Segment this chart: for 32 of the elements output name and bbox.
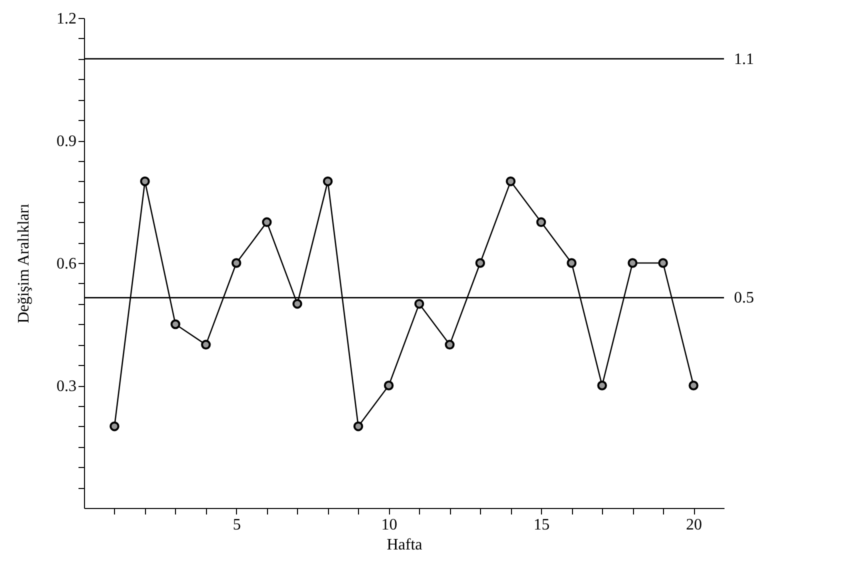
point: [322, 176, 333, 186]
point: [201, 340, 211, 350]
y-tick-label: 0.6: [56, 256, 76, 272]
point: [353, 421, 364, 432]
x-tick-label: 20: [686, 516, 702, 534]
point: [232, 258, 242, 268]
point: [566, 258, 576, 268]
point: [658, 258, 668, 268]
point: [628, 258, 638, 268]
y-tick-label: 0.3: [56, 378, 76, 395]
point: [262, 217, 272, 228]
point: [688, 380, 698, 390]
point: [140, 176, 150, 186]
point: [536, 217, 546, 228]
x-axis-title: Hafta: [386, 536, 422, 554]
x-tick-label: 5: [232, 516, 241, 534]
point: [444, 340, 455, 350]
point: [475, 258, 486, 268]
x-tick-label: 10: [381, 516, 398, 534]
point: [597, 380, 607, 390]
point: [414, 298, 424, 309]
y-tick-label: 1.2: [56, 10, 76, 28]
point: [292, 298, 302, 309]
point: [506, 176, 516, 186]
point: [170, 319, 180, 330]
y-axis-title: Değişim Aralıkları: [16, 203, 32, 324]
ref-line-label: 1.1: [734, 50, 754, 68]
ref-line-label: 0.5: [734, 290, 754, 307]
y-tick-label: 0.9: [56, 133, 76, 150]
point: [384, 380, 394, 390]
point: [110, 421, 120, 432]
x-tick-label: 15: [534, 516, 550, 534]
